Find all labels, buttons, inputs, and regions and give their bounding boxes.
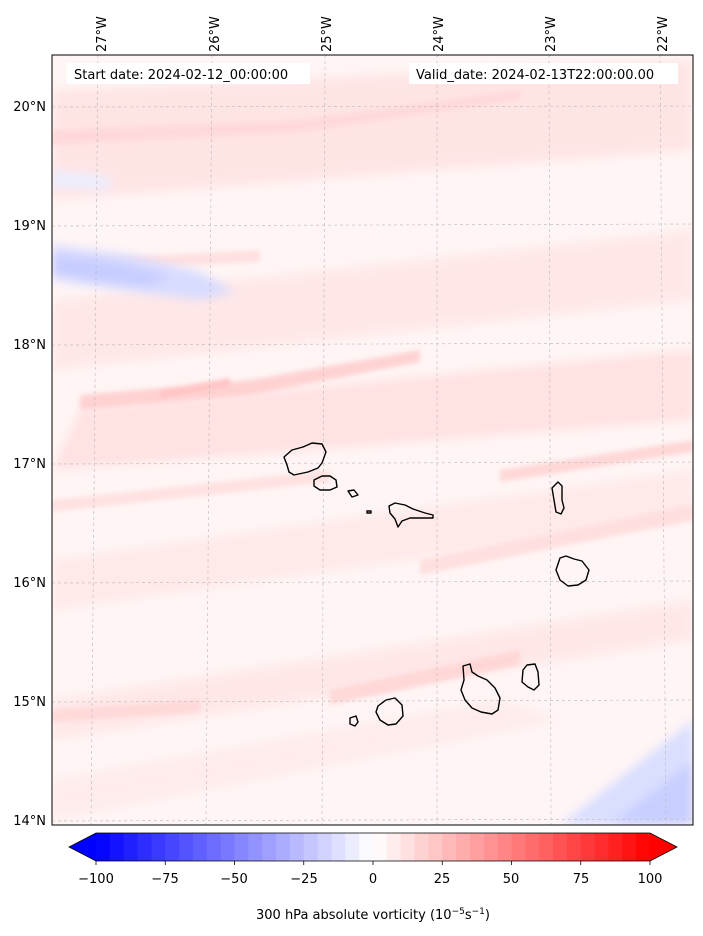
island-fogo	[375, 697, 404, 726]
colorbar-extend-max	[650, 833, 677, 861]
colorbar-segment	[442, 833, 457, 861]
colorbar-label: 300 hPa absolute vorticity (10−5s−1)	[256, 907, 490, 923]
map-panel	[51, 54, 694, 826]
colorbar-segment	[580, 833, 595, 861]
longitude-labels: 27°W 26°W 25°W 24°W 23°W 22°W	[95, 16, 671, 52]
island-sao-nicolau	[388, 502, 434, 528]
colorbar-tick-labels: −100 −75 −50 −25 0 25 50 75 100	[78, 872, 662, 887]
lat-label: 14°N	[13, 814, 46, 829]
colorbar-segment	[165, 833, 180, 861]
colorbar-tick-label: −75	[151, 872, 178, 887]
colorbar-segment	[456, 833, 471, 861]
colorbar-segment	[386, 833, 402, 861]
lon-label: 23°W	[544, 16, 559, 52]
colorbar-segment	[400, 833, 415, 861]
lon-label: 25°W	[320, 16, 335, 52]
colorbar-segment	[179, 833, 194, 861]
colorbar-segment	[137, 833, 152, 861]
lat-label: 20°N	[13, 100, 46, 115]
colorbar-segment	[525, 833, 540, 861]
colorbar-segment	[248, 833, 263, 861]
colorbar-segment	[359, 833, 374, 861]
colorbar-segment	[553, 833, 568, 861]
vorticity-field	[52, 60, 693, 825]
lat-label: 16°N	[13, 576, 46, 591]
colorbar-segment	[566, 833, 582, 861]
colorbar-segment	[469, 833, 485, 861]
colorbar-segment	[276, 833, 291, 861]
lon-label: 27°W	[95, 16, 110, 52]
colorbar-segment	[192, 833, 208, 861]
colorbar-segment	[220, 833, 235, 861]
colorbar-segment	[317, 833, 332, 861]
colorbar-segment	[373, 833, 388, 861]
colorbar-segment	[206, 833, 222, 861]
colorbar-tick-label: 100	[638, 872, 663, 887]
colorbar-segment	[109, 833, 125, 861]
colorbar-tick-label: −50	[220, 872, 247, 887]
colorbar-tick-label: 50	[503, 872, 520, 887]
colorbar: −100 −75 −50 −25 0 25 50 75 100 300 hPa …	[68, 832, 678, 923]
island-maio	[521, 663, 540, 691]
island-boa-vista	[555, 555, 590, 587]
colorbar-segment	[622, 833, 637, 861]
valid-date-label: Valid_date: 2024-02-13T22:00:00.00	[416, 68, 654, 83]
start-date-box	[67, 63, 310, 84]
colorbar-segment	[289, 833, 305, 861]
lat-label: 18°N	[13, 338, 46, 353]
colorbar-segment	[331, 833, 346, 861]
colorbar-segment	[345, 833, 360, 861]
island-sao-vicente	[313, 475, 338, 491]
colorbar-segment	[151, 833, 166, 861]
island-branco	[366, 510, 372, 514]
colorbar-tick-label: −25	[290, 872, 317, 887]
island-santo-antao	[283, 442, 327, 476]
colorbar-segment	[123, 833, 138, 861]
valid-date-box	[409, 63, 678, 84]
lon-label: 26°W	[208, 16, 223, 52]
colorbar-tick-label: 0	[369, 872, 377, 887]
colorbar-segment	[483, 833, 499, 861]
lon-label: 22°W	[656, 16, 671, 52]
island-santa-luzia	[347, 489, 359, 498]
colorbar-extend-min	[69, 833, 96, 861]
colorbar-segment	[262, 833, 277, 861]
island-santiago	[460, 663, 501, 715]
colorbar-segments	[69, 833, 677, 861]
header: Start date: 2024-02-12_00:00:00 Valid_da…	[67, 63, 678, 84]
lat-label: 19°N	[13, 219, 46, 234]
island-brava	[349, 715, 359, 727]
coastlines	[283, 442, 590, 727]
colorbar-segment	[96, 833, 111, 861]
lon-label: 24°W	[432, 16, 447, 52]
lat-label: 15°N	[13, 695, 46, 710]
colorbar-ticks	[95, 861, 651, 865]
colorbar-segment	[608, 833, 623, 861]
colorbar-segment	[234, 833, 249, 861]
colorbar-tick-label: 25	[434, 872, 451, 887]
colorbar-segment	[414, 833, 429, 861]
colorbar-tick-label: 75	[573, 872, 590, 887]
colorbar-tick-label: −100	[78, 872, 114, 887]
lat-label: 17°N	[13, 457, 46, 472]
colorbar-segment	[636, 833, 651, 861]
gridlines	[51, 54, 694, 826]
map-frame	[51, 54, 694, 826]
colorbar-segment	[428, 833, 443, 861]
start-date-label: Start date: 2024-02-12_00:00:00	[74, 68, 288, 83]
colorbar-segment	[497, 833, 512, 861]
colorbar-segment	[539, 833, 554, 861]
island-sal	[551, 481, 565, 515]
latitude-labels: 20°N 19°N 18°N 17°N 16°N 15°N 14°N	[13, 100, 46, 829]
colorbar-segment	[511, 833, 526, 861]
colorbar-segment	[594, 833, 609, 861]
colorbar-segment	[303, 833, 318, 861]
